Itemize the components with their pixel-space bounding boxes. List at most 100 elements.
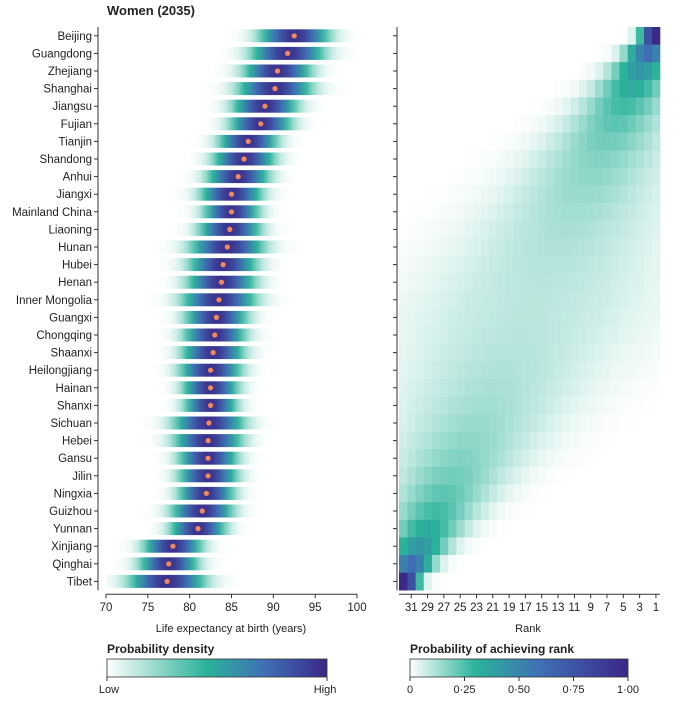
- rank-cell: [480, 44, 490, 63]
- rank-cell: [651, 167, 661, 186]
- rank-cell: [619, 343, 628, 362]
- rank-cell: [521, 502, 530, 521]
- rank-cell: [480, 238, 490, 257]
- province-label: Shandong: [40, 154, 92, 166]
- rank-cell: [635, 291, 644, 309]
- rank-cell: [643, 62, 653, 81]
- province-label: Beijing: [57, 31, 92, 43]
- rank-cell: [594, 343, 604, 362]
- province-label: Tibet: [67, 576, 93, 588]
- rank-cell: [488, 326, 498, 345]
- mean-marker: [272, 86, 278, 92]
- density-strip: [106, 539, 357, 553]
- rank-cell: [415, 572, 424, 591]
- rank-cell: [586, 238, 596, 257]
- rank-cell: [619, 467, 628, 485]
- rank-colorbar-tick-label: 1·00: [617, 684, 639, 696]
- rank-cell: [651, 44, 661, 63]
- rank-cell: [562, 97, 571, 116]
- rank-cell: [586, 203, 596, 221]
- rank-cell: [635, 308, 644, 327]
- left-x-tick-label: 100: [347, 602, 366, 614]
- rank-cell: [505, 132, 514, 151]
- rank-cell: [627, 555, 636, 573]
- rank-cell: [643, 537, 653, 556]
- rank-cell: [594, 150, 604, 169]
- rank-cell: [545, 537, 555, 556]
- rank-cell: [423, 555, 432, 573]
- rank-cell: [602, 572, 612, 591]
- province-label: Shanghai: [43, 84, 92, 96]
- rank-cell: [423, 44, 432, 63]
- rank-cell: [651, 519, 661, 538]
- rank-cell: [586, 361, 596, 380]
- rank-cell: [521, 79, 530, 98]
- province-label: Guizhou: [49, 506, 92, 518]
- rank-cell: [399, 449, 408, 468]
- rank-cell: [496, 431, 506, 450]
- rank-cell: [611, 185, 620, 204]
- province-label: Henan: [58, 277, 92, 289]
- density-strip: [106, 522, 357, 536]
- rank-cell: [447, 396, 457, 415]
- mean-marker: [274, 68, 281, 74]
- rank-cell: [562, 255, 571, 274]
- rank-cell: [594, 396, 604, 415]
- rank-cell: [529, 484, 538, 503]
- rank-cell: [643, 167, 653, 186]
- rank-cell: [651, 185, 661, 204]
- rank-cell: [627, 255, 636, 274]
- rank-cell: [423, 115, 432, 133]
- rank-cell: [619, 555, 628, 573]
- rank-cell: [611, 431, 620, 450]
- rank-cell: [619, 502, 628, 521]
- rank-cell: [602, 185, 612, 204]
- rank-cell: [627, 115, 636, 133]
- rank-cell: [627, 27, 636, 45]
- rank-cell: [586, 97, 596, 116]
- rank-cell: [578, 467, 587, 485]
- rank-cell: [586, 467, 596, 485]
- rank-cell: [431, 414, 441, 433]
- density-strip: [106, 46, 357, 60]
- rank-cell: [562, 572, 571, 591]
- rank-cell: [407, 537, 416, 556]
- rank-cell: [431, 132, 441, 151]
- rank-cell: [611, 308, 620, 327]
- rank-cell: [594, 572, 604, 591]
- rank-cell: [545, 115, 555, 133]
- right-x-tick-label: 21: [486, 602, 499, 614]
- rank-cell: [586, 79, 596, 98]
- rank-cell: [505, 27, 514, 45]
- rank-cell: [643, 502, 653, 521]
- rank-cell: [619, 62, 628, 81]
- rank-cell: [537, 379, 547, 397]
- rank-cell: [570, 115, 579, 133]
- rank-cell: [602, 291, 612, 309]
- rank-cell: [570, 537, 579, 556]
- rank-cell: [423, 203, 432, 221]
- rank-cell: [611, 273, 620, 292]
- rank-cell: [472, 414, 481, 433]
- rank-cell: [407, 220, 416, 239]
- mean-marker: [218, 279, 225, 285]
- rank-cell: [553, 484, 563, 503]
- rank-cell: [594, 220, 604, 239]
- rank-cell: [488, 97, 498, 116]
- mean-marker: [213, 314, 220, 320]
- rank-cell: [570, 431, 579, 450]
- rank-cell: [602, 361, 612, 380]
- rank-cell: [496, 555, 506, 573]
- rank-cell: [578, 431, 587, 450]
- rank-cell: [537, 255, 547, 274]
- rank-cell: [399, 326, 408, 345]
- rank-cell: [521, 291, 530, 309]
- rank-cell: [496, 273, 506, 292]
- rank-cell: [505, 115, 514, 133]
- rank-cell: [456, 167, 465, 186]
- rank-cell: [643, 326, 653, 345]
- rank-cell: [513, 27, 522, 45]
- rank-cell: [635, 44, 644, 63]
- rank-cell: [456, 379, 465, 397]
- rank-cell: [513, 519, 522, 538]
